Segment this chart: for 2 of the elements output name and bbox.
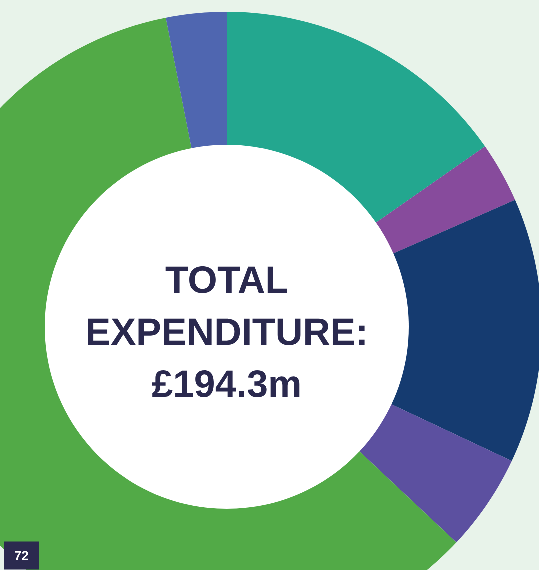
text: TOTAL EXPENDITURE: £194.3m <box>88 266 365 398</box>
text: 72 <box>15 551 28 560</box>
